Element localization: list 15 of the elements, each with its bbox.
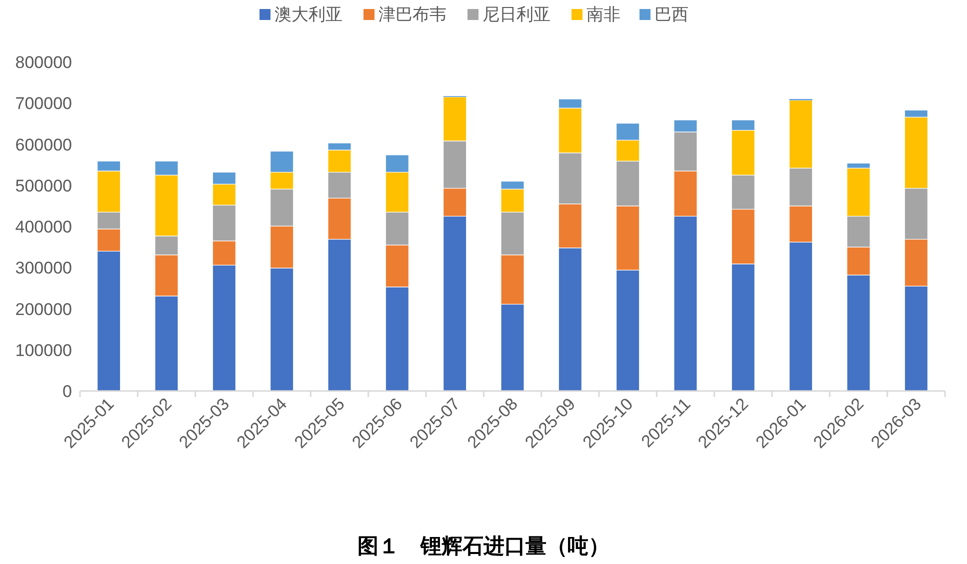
text: 图１ 锂辉石进口量（吨） bbox=[358, 534, 610, 558]
y-tick-label: 300000 bbox=[15, 258, 72, 278]
legend-label: 巴西 bbox=[654, 5, 688, 24]
y-tick-label: 800000 bbox=[15, 53, 72, 72]
y-tick-label: 400000 bbox=[15, 218, 72, 236]
legend-label: 津巴布韦 bbox=[378, 5, 446, 24]
y-tick-label: 600000 bbox=[15, 135, 72, 154]
legend-label: 南非 bbox=[586, 5, 620, 24]
y-tick-label: 700000 bbox=[15, 94, 72, 114]
legend-label: 尼日利亚 bbox=[482, 5, 550, 24]
legend-label: 澳大利亚 bbox=[274, 5, 342, 24]
y-tick-label: 100000 bbox=[15, 340, 72, 360]
y-tick-label: 0 bbox=[62, 382, 72, 401]
y-tick-label: 500000 bbox=[15, 176, 72, 196]
y-tick-label: 200000 bbox=[15, 300, 72, 319]
